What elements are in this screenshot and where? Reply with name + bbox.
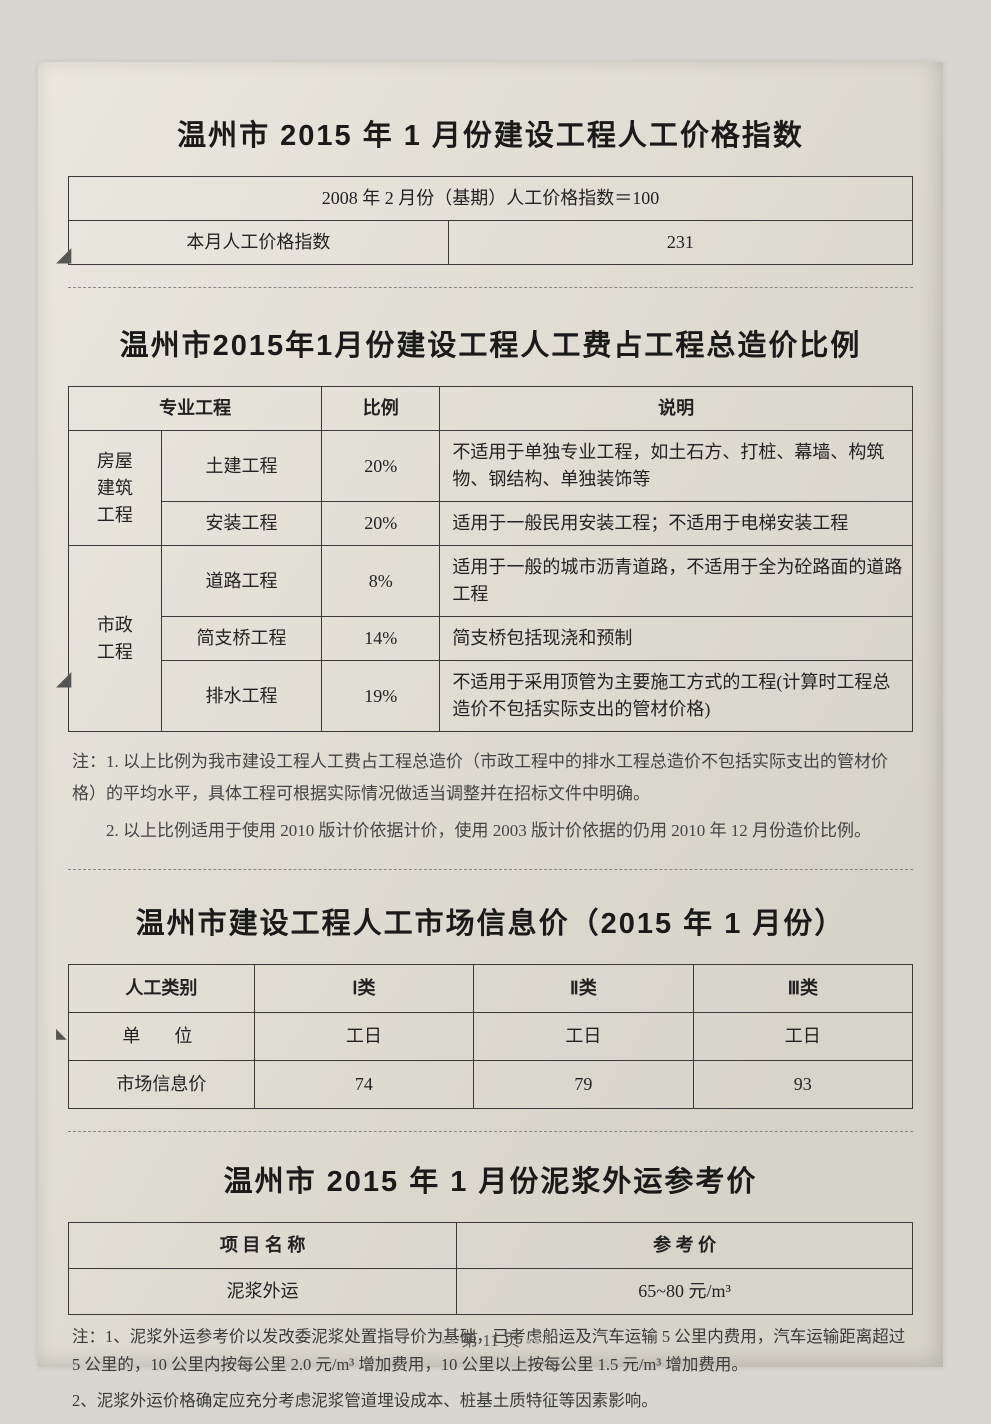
market-row-label: 单 位: [69, 1012, 255, 1060]
ratio-sub: 安装工程: [161, 502, 321, 546]
section-divider: [68, 869, 913, 870]
mud-header-price: 参 考 价: [457, 1222, 913, 1268]
ratio-sub: 简支桥工程: [161, 617, 321, 661]
market-cell: 工日: [474, 1012, 693, 1060]
ratio-desc: 适用于一般的城市沥青道路，不适用于全为砼路面的道路工程: [440, 546, 913, 617]
mud-row-price: 65~80 元/m³: [457, 1268, 913, 1314]
ratio-desc: 适用于一般民用安装工程；不适用于电梯安装工程: [440, 502, 913, 546]
page-prefix: 第: [461, 1331, 478, 1350]
market-cell: 79: [474, 1060, 693, 1108]
section2-note2: 2. 以上比例适用于使用 2010 版计价依据计价，使用 2003 版计价依据的…: [72, 815, 909, 847]
ratio-sub: 道路工程: [161, 546, 321, 617]
binder-hole-icon: ◢: [56, 242, 78, 264]
ratio-header-ratio: 比例: [322, 387, 440, 431]
ratio-sub: 排水工程: [161, 661, 321, 732]
section4-title: 温州市 2015 年 1 月份泥浆外运参考价: [68, 1158, 913, 1200]
ratio-desc: 不适用于单独专业工程，如土石方、打桩、幕墙、构筑物、钢结构、单独装饰等: [440, 431, 913, 502]
ratio-desc: 不适用于采用顶管为主要施工方式的工程(计算时工程总造价不包括实际支出的管材价格): [440, 661, 913, 732]
market-cell: 74: [254, 1060, 473, 1108]
section1-title: 温州市 2015 年 1 月份建设工程人工价格指数: [68, 112, 913, 154]
market-header: Ⅱ类: [474, 964, 693, 1012]
market-cell: 工日: [254, 1012, 473, 1060]
document-page: ◢ ◢ ◣ 温州市 2015 年 1 月份建设工程人工价格指数 2008 年 2…: [38, 62, 943, 1367]
mud-header-name: 项 目 名 称: [69, 1222, 457, 1268]
section-divider: [68, 1131, 913, 1132]
market-header: Ⅰ类: [254, 964, 473, 1012]
ratio-val: 8%: [322, 546, 440, 617]
ratio-table: 专业工程 比例 说明 房屋 建筑 工程 土建工程 20% 不适用于单独专业工程，…: [68, 386, 913, 732]
mud-transport-table: 项 目 名 称 参 考 价 泥浆外运 65~80 元/m³: [68, 1222, 913, 1315]
section2-title: 温州市2015年1月份建设工程人工费占工程总造价比例: [68, 322, 913, 364]
page-footer: ●● 第 11 页 ●●: [38, 1326, 943, 1351]
ratio-val: 19%: [322, 661, 440, 732]
market-cell: 工日: [693, 1012, 912, 1060]
market-row-label: 市场信息价: [69, 1060, 255, 1108]
index-row-label: 本月人工价格指数: [69, 221, 449, 265]
page-suffix: 页: [503, 1331, 520, 1350]
ratio-header-desc: 说明: [440, 387, 913, 431]
section2-note2-text: 2. 以上比例适用于使用 2010 版计价依据计价，使用 2003 版计价依据的…: [106, 821, 871, 840]
section4-note2: 2、泥浆外运价格确定应充分考虑泥浆管道埋设成本、桩基土质特征等因素影响。: [72, 1387, 909, 1415]
dot-icon: ●: [448, 1336, 457, 1348]
binder-hole-icon: ◢: [56, 666, 78, 688]
binder-hole-icon: ◣: [56, 1026, 78, 1048]
section3-title: 温州市建设工程人工市场信息价（2015 年 1 月份）: [68, 900, 913, 942]
section-divider: [68, 287, 913, 288]
index-row-value: 231: [448, 221, 912, 265]
ratio-val: 14%: [322, 617, 440, 661]
ratio-val: 20%: [322, 502, 440, 546]
mud-row-name: 泥浆外运: [69, 1268, 457, 1314]
page-number: 11: [482, 1331, 498, 1350]
ratio-header-proj: 专业工程: [69, 387, 322, 431]
ratio-val: 20%: [322, 431, 440, 502]
ratio-sub: 土建工程: [161, 431, 321, 502]
dot-icon: ●: [440, 1336, 449, 1348]
section2-note1: 注：1. 以上比例为我市建设工程人工费占工程总造价（市政工程中的排水工程总造价不…: [72, 746, 909, 811]
ratio-group-name: 市政 工程: [69, 546, 162, 732]
section4-note2-text: 2、泥浆外运价格确定应充分考虑泥浆管道埋设成本、桩基土质特征等因素影响。: [72, 1391, 658, 1410]
dot-icon: ●: [533, 1336, 542, 1348]
dot-icon: ●: [524, 1336, 533, 1348]
ratio-group-name: 房屋 建筑 工程: [69, 431, 162, 546]
market-header: 人工类别: [69, 964, 255, 1012]
market-cell: 93: [693, 1060, 912, 1108]
price-index-table: 2008 年 2 月份（基期）人工价格指数＝100 本月人工价格指数 231: [68, 176, 913, 265]
ratio-desc: 简支桥包括现浇和预制: [440, 617, 913, 661]
index-base-note: 2008 年 2 月份（基期）人工价格指数＝100: [69, 177, 913, 221]
market-header: Ⅲ类: [693, 964, 912, 1012]
market-price-table: 人工类别 Ⅰ类 Ⅱ类 Ⅲ类 单 位 工日 工日 工日 市场信息价 74 79 9…: [68, 964, 913, 1109]
